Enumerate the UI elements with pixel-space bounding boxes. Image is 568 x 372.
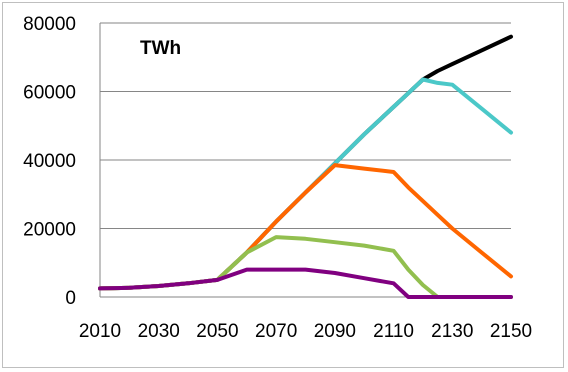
series-line-1 xyxy=(98,34,513,291)
gridlines xyxy=(100,22,511,229)
x-tick-label: 2130 xyxy=(431,321,473,342)
x-tick-labels: 2010 2030 2050 2070 2090 2110 2130 2150 xyxy=(79,321,532,342)
y-tick-label: 40000 xyxy=(23,151,76,172)
series-line-4 xyxy=(98,235,513,299)
x-tick-label: 2050 xyxy=(196,321,238,342)
unit-label: TWh xyxy=(140,38,181,59)
chart-frame xyxy=(2,2,564,368)
x-tick-label: 2110 xyxy=(373,321,414,342)
x-tick-label: 2030 xyxy=(138,321,180,342)
series-lines xyxy=(98,34,513,299)
x-tick-label: 2010 xyxy=(79,321,121,342)
y-tick-label: 80000 xyxy=(23,14,76,35)
series-line-2 xyxy=(98,77,513,291)
x-tick-label: 2090 xyxy=(314,321,356,342)
x-tick-label: 2150 xyxy=(490,321,532,342)
y-tick-labels: 0 20000 40000 60000 80000 xyxy=(23,14,76,309)
y-tick-label: 20000 xyxy=(23,220,76,241)
series-line-5 xyxy=(98,267,513,299)
x-tick-label: 2070 xyxy=(255,321,297,342)
y-tick-label: 60000 xyxy=(23,83,76,104)
y-tick-label: 0 xyxy=(65,288,76,309)
